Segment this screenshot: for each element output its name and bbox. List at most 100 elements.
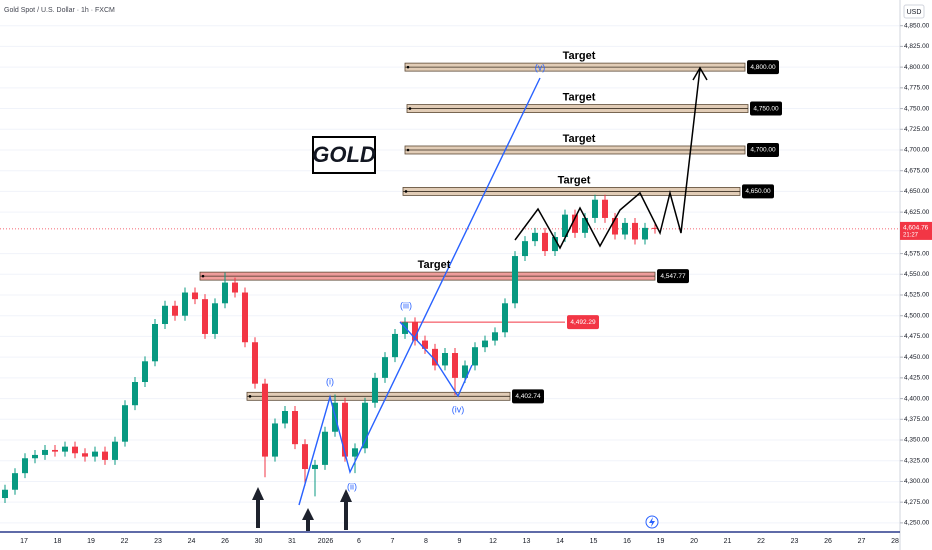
candle-body: [622, 222, 628, 235]
up-arrow: [252, 487, 264, 528]
wave-label: (iv): [452, 404, 465, 414]
y-tick-label: 4,375.00: [904, 416, 930, 423]
candle-body: [22, 458, 28, 474]
candle-body: [192, 292, 198, 300]
candle-body: [282, 411, 288, 424]
candle-body: [602, 199, 608, 218]
x-tick-label: 31: [288, 538, 296, 545]
y-tick-label: 4,350.00: [904, 437, 930, 444]
x-tick-label: 27: [858, 538, 866, 545]
y-tick-label: 4,750.00: [904, 105, 930, 112]
candle-body: [512, 256, 518, 304]
x-tick-label: 2026: [318, 538, 334, 545]
wave-label: (ii): [347, 481, 357, 491]
candle-body: [312, 464, 318, 470]
candle-body: [652, 227, 658, 229]
candle-body: [232, 282, 238, 293]
labels: 4,250.00 4,275.00 4,300.00 4,325.00 4,350.00…: [20, 22, 932, 545]
candle-body: [102, 451, 108, 460]
candles: [2, 194, 658, 503]
candle-body: [452, 353, 458, 378]
x-tick-label: 26: [221, 538, 229, 545]
x-tick-label: 13: [523, 538, 531, 545]
x-tick-label: 23: [154, 538, 162, 545]
candle-body: [72, 446, 78, 454]
candle-body: [342, 402, 348, 457]
candle-body: [52, 449, 58, 452]
wave-label: (iii): [400, 300, 412, 310]
target-label: Target: [563, 91, 596, 103]
up-arrow: [302, 508, 314, 531]
x-tick-label: 21: [724, 538, 732, 545]
wave-line: [399, 321, 473, 398]
y-tick-label: 4,850.00: [904, 22, 930, 29]
x-tick-label: 17: [20, 538, 28, 545]
candle-body: [202, 299, 208, 334]
logo-text: GOLD: [312, 142, 376, 167]
candle-body: [542, 232, 548, 252]
y-tick-label: 4,650.00: [904, 188, 930, 195]
candle-body: [12, 473, 18, 490]
candle-body: [42, 449, 48, 455]
candle-body: [492, 332, 498, 341]
candle-body: [272, 423, 278, 457]
up-arrow: [340, 489, 352, 530]
level-label: 4,402.74: [515, 393, 541, 400]
level-anchor: [408, 107, 412, 110]
candle-body: [632, 222, 638, 240]
chart-title: Gold Spot / U.S. Dollar · 1h · FXCM: [4, 7, 115, 14]
level-label-box: [747, 142, 779, 157]
x-tick-label: 22: [121, 538, 129, 545]
x-tick-label: 26: [824, 538, 832, 545]
candle-body: [212, 303, 218, 334]
candle-body: [122, 405, 128, 442]
level-anchor: [404, 190, 408, 193]
y-tick-label: 4,500.00: [904, 312, 930, 319]
candle-body: [572, 214, 578, 233]
target-label: Target: [563, 50, 596, 62]
y-tick-label: 4,425.00: [904, 375, 930, 382]
candle-body: [222, 282, 228, 304]
candle-body: [382, 357, 388, 378]
candle-body: [112, 441, 118, 460]
level-label: 4,650.00: [745, 188, 771, 195]
candle-body: [552, 236, 558, 252]
candle-body: [292, 411, 298, 445]
x-tick-label: 23: [791, 538, 799, 545]
level-anchor: [201, 274, 205, 278]
candle-body: [462, 365, 468, 378]
candle-body: [522, 241, 528, 257]
candle-body: [412, 322, 418, 341]
wave-line: [298, 77, 541, 506]
candle-body: [642, 227, 648, 240]
y-tick-label: 4,450.00: [904, 354, 930, 361]
candle-body: [322, 431, 328, 465]
currency-box: [903, 4, 925, 19]
logo-box: [312, 136, 376, 174]
level-label-box: [512, 389, 544, 404]
candle-body: [352, 448, 358, 457]
candle-body: [132, 382, 138, 406]
candle-body: [92, 451, 98, 457]
candle-body: [32, 454, 38, 459]
level-label: 4,750.00: [753, 105, 779, 112]
candle-body: [532, 232, 538, 242]
candle-body: [582, 217, 588, 233]
x-tick-label: 30: [255, 538, 263, 545]
level-anchor: [406, 65, 410, 69]
candle-body: [372, 377, 378, 403]
level-label-box: [742, 184, 774, 199]
y-tick-label: 4,325.00: [904, 457, 930, 464]
candle-body: [612, 217, 618, 235]
level-label: 4,492.29: [570, 319, 596, 326]
y-tick-label: 4,475.00: [904, 333, 930, 340]
event-icon-bolt: [649, 517, 655, 527]
candle-body: [422, 340, 428, 349]
x-tick-label: 24: [188, 538, 196, 545]
level-label: 4,547.77: [660, 273, 686, 280]
target-label: Target: [558, 174, 591, 186]
level-label: 4,800.00: [750, 64, 776, 71]
y-tick-label: 4,725.00: [904, 126, 930, 133]
x-tick-label: 20: [690, 538, 698, 545]
wave-label: (v): [535, 62, 546, 72]
